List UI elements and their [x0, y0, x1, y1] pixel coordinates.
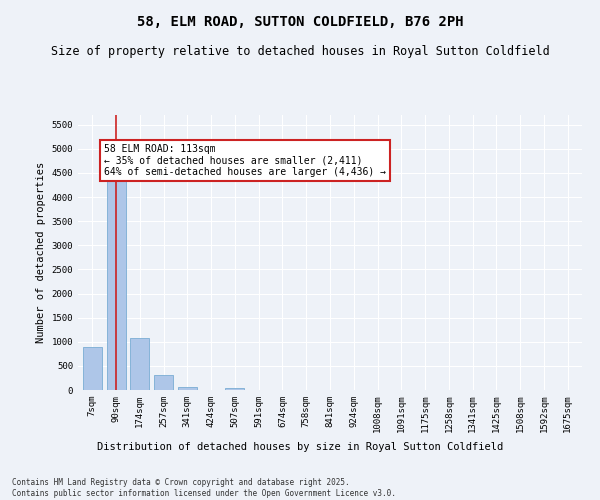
Text: 58, ELM ROAD, SUTTON COLDFIELD, B76 2PH: 58, ELM ROAD, SUTTON COLDFIELD, B76 2PH — [137, 15, 463, 29]
Text: 58 ELM ROAD: 113sqm
← 35% of detached houses are smaller (2,411)
64% of semi-det: 58 ELM ROAD: 113sqm ← 35% of detached ho… — [104, 144, 386, 177]
Text: Distribution of detached houses by size in Royal Sutton Coldfield: Distribution of detached houses by size … — [97, 442, 503, 452]
Text: Size of property relative to detached houses in Royal Sutton Coldfield: Size of property relative to detached ho… — [50, 45, 550, 58]
Bar — [178, 387, 197, 390]
Y-axis label: Number of detached properties: Number of detached properties — [36, 162, 46, 343]
Bar — [107, 170, 125, 390]
Text: Contains HM Land Registry data © Crown copyright and database right 2025.
Contai: Contains HM Land Registry data © Crown c… — [12, 478, 396, 498]
Bar — [226, 388, 244, 390]
Bar — [130, 338, 149, 390]
Bar — [154, 375, 173, 390]
Bar — [83, 346, 102, 390]
